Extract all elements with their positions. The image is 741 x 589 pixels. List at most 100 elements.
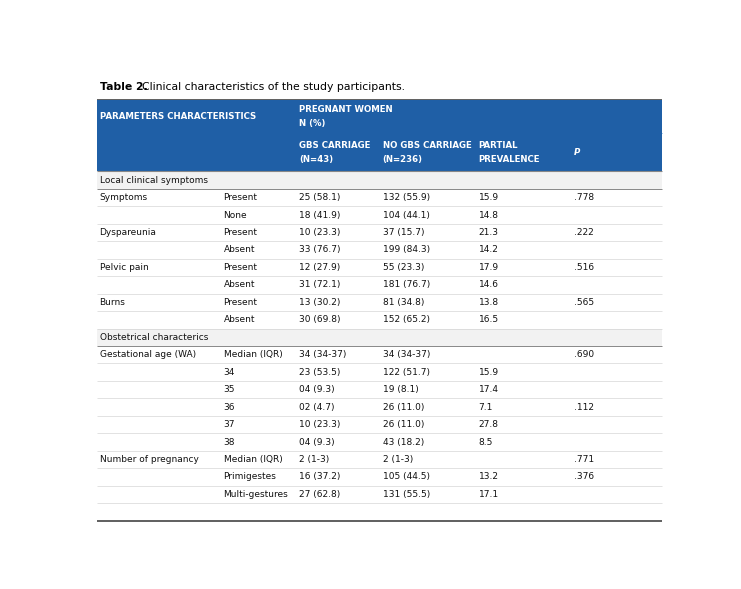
Text: Median (IQR): Median (IQR) xyxy=(224,350,282,359)
Text: Pelvic pain: Pelvic pain xyxy=(99,263,148,272)
Text: .376: .376 xyxy=(574,472,594,481)
Text: 8.5: 8.5 xyxy=(479,438,493,446)
Text: Primigestes: Primigestes xyxy=(224,472,276,481)
Text: 2 (1-3): 2 (1-3) xyxy=(382,455,413,464)
Text: 19 (8.1): 19 (8.1) xyxy=(382,385,419,394)
Text: 34 (34-37): 34 (34-37) xyxy=(382,350,430,359)
Bar xyxy=(97,241,662,259)
Text: 104 (44.1): 104 (44.1) xyxy=(382,210,430,220)
Text: N (%): N (%) xyxy=(299,118,326,127)
Text: 37: 37 xyxy=(224,420,235,429)
Text: .778: .778 xyxy=(574,193,594,202)
Text: 122 (51.7): 122 (51.7) xyxy=(382,368,430,376)
Text: 10 (23.3): 10 (23.3) xyxy=(299,228,341,237)
Text: 14.8: 14.8 xyxy=(479,210,499,220)
Text: Number of pregnancy: Number of pregnancy xyxy=(99,455,199,464)
Bar xyxy=(97,311,662,329)
Text: 17.4: 17.4 xyxy=(479,385,499,394)
Text: Clinical characteristics of the study participants.: Clinical characteristics of the study pa… xyxy=(135,82,405,92)
Bar xyxy=(97,171,662,189)
Bar xyxy=(97,486,662,503)
Text: .222: .222 xyxy=(574,228,594,237)
Text: .565: .565 xyxy=(574,298,594,307)
Text: 31 (72.1): 31 (72.1) xyxy=(299,280,341,289)
Text: 02 (4.7): 02 (4.7) xyxy=(299,403,335,412)
Bar xyxy=(97,434,662,451)
Text: GBS CARRIAGE: GBS CARRIAGE xyxy=(299,141,370,150)
Text: NO GBS CARRIAGE: NO GBS CARRIAGE xyxy=(382,141,471,150)
Text: Burns: Burns xyxy=(99,298,125,307)
Text: Median (IQR): Median (IQR) xyxy=(224,455,282,464)
Text: 7.1: 7.1 xyxy=(479,403,493,412)
Text: Absent: Absent xyxy=(224,315,255,325)
Text: Present: Present xyxy=(224,263,258,272)
Text: Present: Present xyxy=(224,298,258,307)
Text: Table 2.: Table 2. xyxy=(99,82,147,92)
Text: PREVALENCE: PREVALENCE xyxy=(479,155,540,164)
Text: .690: .690 xyxy=(574,350,594,359)
Text: 13.2: 13.2 xyxy=(479,472,499,481)
Text: Dyspareunia: Dyspareunia xyxy=(99,228,156,237)
Text: Obstetrical characterics: Obstetrical characterics xyxy=(99,333,208,342)
Text: Local clinical symptoms: Local clinical symptoms xyxy=(99,176,207,184)
Text: .112: .112 xyxy=(574,403,594,412)
Bar xyxy=(97,416,662,434)
Text: Multi-gestures: Multi-gestures xyxy=(224,490,288,499)
Text: 43 (18.2): 43 (18.2) xyxy=(382,438,424,446)
Text: 15.9: 15.9 xyxy=(479,368,499,376)
Text: 04 (9.3): 04 (9.3) xyxy=(299,385,335,394)
Text: 23 (53.5): 23 (53.5) xyxy=(299,368,341,376)
Text: 12 (27.9): 12 (27.9) xyxy=(299,263,341,272)
Text: 27 (62.8): 27 (62.8) xyxy=(299,490,341,499)
Text: 199 (84.3): 199 (84.3) xyxy=(382,246,430,254)
Bar xyxy=(97,224,662,241)
Bar xyxy=(97,293,662,311)
Text: 14.6: 14.6 xyxy=(479,280,499,289)
Text: (N=236): (N=236) xyxy=(382,155,422,164)
Text: 132 (55.9): 132 (55.9) xyxy=(382,193,430,202)
Text: (N=43): (N=43) xyxy=(299,155,333,164)
Text: 37 (15.7): 37 (15.7) xyxy=(382,228,424,237)
Text: 16.5: 16.5 xyxy=(479,315,499,325)
Bar xyxy=(97,346,662,363)
Text: 15.9: 15.9 xyxy=(479,193,499,202)
Text: PARAMETERS CHARACTERISTICS: PARAMETERS CHARACTERISTICS xyxy=(99,112,256,121)
Text: 18 (41.9): 18 (41.9) xyxy=(299,210,341,220)
Bar xyxy=(97,189,662,206)
Text: 181 (76.7): 181 (76.7) xyxy=(382,280,430,289)
Text: 131 (55.5): 131 (55.5) xyxy=(382,490,430,499)
Bar xyxy=(97,451,662,468)
Text: Symptoms: Symptoms xyxy=(99,193,147,202)
Text: 13 (30.2): 13 (30.2) xyxy=(299,298,341,307)
Text: 26 (11.0): 26 (11.0) xyxy=(382,420,424,429)
Text: 34 (34-37): 34 (34-37) xyxy=(299,350,347,359)
Bar xyxy=(97,468,662,486)
Text: 55 (23.3): 55 (23.3) xyxy=(382,263,424,272)
Text: 26 (11.0): 26 (11.0) xyxy=(382,403,424,412)
Bar xyxy=(97,398,662,416)
Text: P: P xyxy=(574,148,580,157)
Text: Present: Present xyxy=(224,228,258,237)
Bar xyxy=(97,329,662,346)
Text: .771: .771 xyxy=(574,455,594,464)
Text: None: None xyxy=(224,210,247,220)
Text: 38: 38 xyxy=(224,438,235,446)
Bar xyxy=(97,100,662,133)
Text: PARTIAL: PARTIAL xyxy=(479,141,518,150)
Text: 25 (58.1): 25 (58.1) xyxy=(299,193,341,202)
Text: 17.1: 17.1 xyxy=(479,490,499,499)
Text: 30 (69.8): 30 (69.8) xyxy=(299,315,341,325)
Text: 35: 35 xyxy=(224,385,235,394)
Text: Absent: Absent xyxy=(224,280,255,289)
Text: .516: .516 xyxy=(574,263,594,272)
Text: 36: 36 xyxy=(224,403,235,412)
Bar xyxy=(97,381,662,398)
Text: 14.2: 14.2 xyxy=(479,246,499,254)
Text: 17.9: 17.9 xyxy=(479,263,499,272)
Text: 21.3: 21.3 xyxy=(479,228,499,237)
Bar xyxy=(97,206,662,224)
Text: Present: Present xyxy=(224,193,258,202)
Text: 13.8: 13.8 xyxy=(479,298,499,307)
Bar xyxy=(97,259,662,276)
Text: Gestational age (WA): Gestational age (WA) xyxy=(99,350,196,359)
